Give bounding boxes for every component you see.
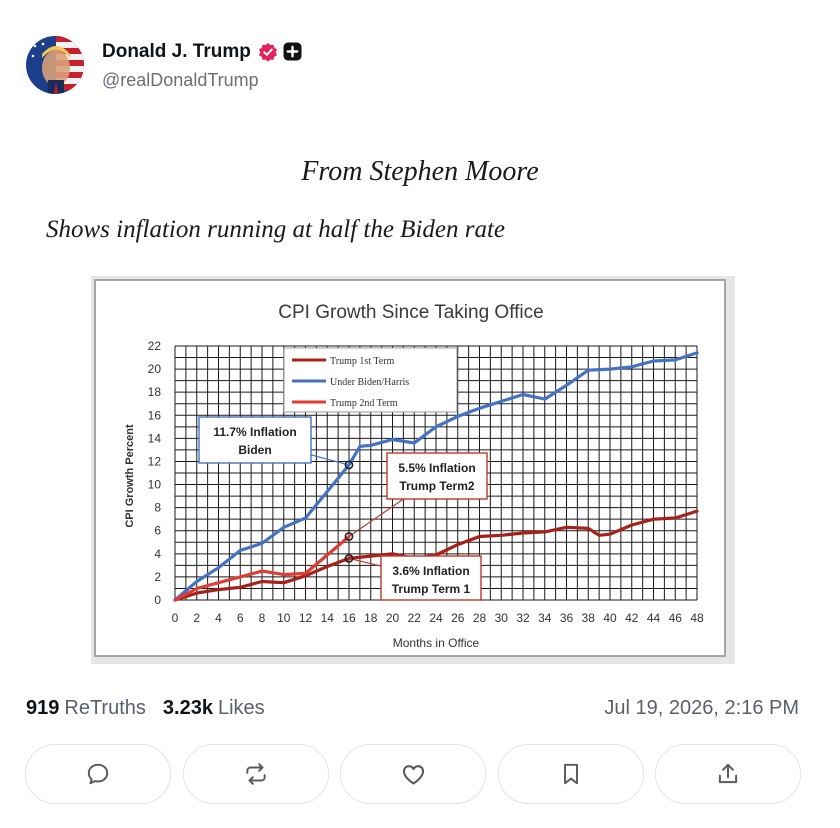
x-tick-label: 40 xyxy=(603,611,617,625)
callout-box xyxy=(380,555,482,601)
x-tick-label: 24 xyxy=(429,611,443,625)
post-stats: 919 ReTruths 3.23k Likes xyxy=(26,697,265,720)
callout-line1: 5.5% Inflation xyxy=(398,461,475,475)
repost-icon xyxy=(245,763,266,785)
y-tick-label: 18 xyxy=(148,385,162,399)
likes-label[interactable]: Likes xyxy=(217,697,265,719)
x-tick-label: 46 xyxy=(669,611,683,625)
x-tick-label: 28 xyxy=(473,611,487,625)
y-tick-label: 4 xyxy=(154,547,161,561)
x-tick-label: 34 xyxy=(538,611,552,625)
data-point-marker xyxy=(344,554,354,563)
chart-image[interactable]: CPI Growth Since Taking Office 0 2 4 6 8 10 12… xyxy=(91,276,735,664)
avatar-image xyxy=(26,36,84,94)
chart-series xyxy=(173,351,699,602)
series-line-2 xyxy=(173,534,351,602)
author-block: Donald J. Trump @realDonaldTrump xyxy=(102,40,302,91)
bookmark-icon xyxy=(563,763,578,785)
heart-icon xyxy=(402,764,424,785)
y-tick-label: 6 xyxy=(154,524,161,538)
x-tick-label: 36 xyxy=(560,611,574,625)
verified-badge-icon xyxy=(258,42,278,62)
post-timestamp[interactable]: Jul 19, 2026, 2:16 PM xyxy=(604,697,799,719)
like-button[interactable] xyxy=(340,744,486,804)
x-tick-label: 6 xyxy=(237,611,244,625)
post-text-line2: Shows inflation running at half the Bide… xyxy=(46,216,506,243)
y-tick-label: 20 xyxy=(148,362,162,376)
legend-entry: Trump 1st Term xyxy=(330,356,395,367)
share-icon xyxy=(718,763,738,784)
x-tick-label: 48 xyxy=(690,611,704,625)
y-tick-label: 2 xyxy=(154,570,161,584)
x-tick-label: 32 xyxy=(516,611,530,625)
callout-box xyxy=(386,452,488,500)
legend-entry: Trump 2nd Term xyxy=(330,398,398,409)
chart-annotations: 11.7% Inflation Biden 5.5% Inflation Trump … xyxy=(198,416,488,601)
x-tick-label: 30 xyxy=(495,611,509,625)
x-tick-label: 10 xyxy=(277,611,291,625)
x-tick-label: 20 xyxy=(386,611,400,625)
callout-box xyxy=(198,416,312,464)
x-tick-label: 14 xyxy=(321,611,335,625)
callout-line2: Trump Term2 xyxy=(399,479,474,493)
y-tick-label: 10 xyxy=(148,478,162,492)
chart-x-axis-label: Months in Office xyxy=(393,636,480,650)
bookmark-button[interactable] xyxy=(497,744,644,804)
series-line-1 xyxy=(173,351,699,602)
x-tick-label: 8 xyxy=(259,611,266,625)
post-header: Donald J. Trump @realDonaldTrump xyxy=(26,36,302,94)
reply-button[interactable] xyxy=(25,744,171,804)
y-tick-label: 22 xyxy=(148,339,162,353)
plus-badge-icon xyxy=(283,42,302,61)
x-tick-label: 16 xyxy=(342,611,356,625)
post-text-line1: From Stephen Moore xyxy=(301,156,539,187)
likes-count[interactable]: 3.23k xyxy=(162,697,213,719)
name-row: Donald J. Trump xyxy=(102,40,302,64)
action-bar xyxy=(25,744,801,804)
x-tick-label: 0 xyxy=(172,611,179,625)
series-line-0 xyxy=(173,509,699,602)
chart-title: CPI Growth Since Taking Office xyxy=(278,302,543,323)
callout-line2: Biden xyxy=(238,443,271,457)
retruths-count[interactable]: 919 xyxy=(26,697,60,719)
x-tick-label: 12 xyxy=(299,611,313,625)
y-tick-label: 12 xyxy=(148,454,162,468)
x-tick-label: 18 xyxy=(364,611,378,625)
cpi-growth-chart: CPI Growth Since Taking Office 0 2 4 6 8 10 12… xyxy=(94,279,726,657)
user-handle[interactable]: @realDonaldTrump xyxy=(102,69,259,90)
chart-legend: Trump 1st Term Under Biden/Harris Trump 2n… xyxy=(283,347,458,413)
display-name[interactable]: Donald J. Trump xyxy=(102,40,251,62)
y-tick-label: 14 xyxy=(148,431,162,445)
y-tick-label: 8 xyxy=(154,501,161,515)
callout-line1: 11.7% Inflation xyxy=(213,425,296,439)
x-tick-label: 2 xyxy=(193,611,200,625)
x-tick-label: 38 xyxy=(582,611,596,625)
legend-entry: Under Biden/Harris xyxy=(330,377,409,388)
x-tick-label: 26 xyxy=(451,611,465,625)
data-point-marker xyxy=(344,460,354,470)
retruth-button[interactable] xyxy=(182,744,329,804)
share-button[interactable] xyxy=(655,744,801,804)
x-tick-label: 42 xyxy=(625,611,639,625)
x-tick-label: 4 xyxy=(215,611,222,625)
comment-icon xyxy=(87,763,109,785)
chart-y-axis-label: CPI Growth Percent xyxy=(124,424,136,528)
x-tick-label: 22 xyxy=(408,611,422,625)
callout-line1: 3.6% Inflation xyxy=(392,564,469,578)
x-tick-label: 44 xyxy=(647,611,661,625)
avatar[interactable] xyxy=(26,36,84,94)
y-tick-label: 0 xyxy=(154,593,161,607)
retruths-label[interactable]: ReTruths xyxy=(64,697,146,719)
callout-line2: Trump Term 1 xyxy=(392,582,471,596)
chart-axes: 0 2 4 6 8 10 12 14 16 18 20 22 24 26 28 30 32 34 36 38 40 42 4… xyxy=(148,339,704,625)
y-tick-label: 16 xyxy=(148,408,162,422)
data-point-marker xyxy=(344,532,354,541)
